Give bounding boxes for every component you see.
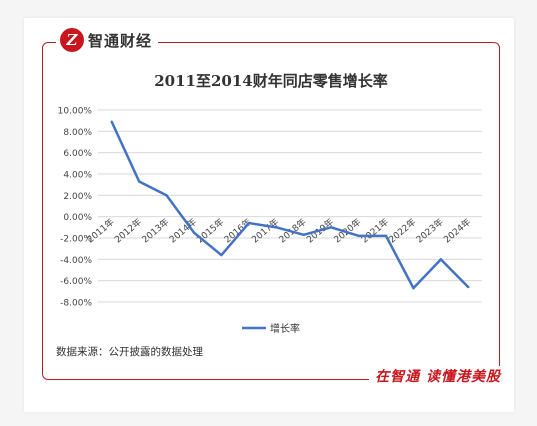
brand-name: 智通财经 <box>88 31 153 50</box>
data-point <box>467 285 470 289</box>
x-tick-label: 2013年 <box>139 216 171 246</box>
y-tick-label: 8.00% <box>63 128 92 138</box>
data-point <box>110 120 113 123</box>
brand-logo-icon: Z <box>60 28 84 52</box>
chart-card <box>24 18 514 412</box>
data-point <box>165 194 168 197</box>
chart-frame <box>42 42 500 380</box>
data-point <box>329 226 333 229</box>
y-tick-label: -2.00% <box>60 235 92 245</box>
source-note: 数据来源：公开披露的数据处理 <box>56 346 203 358</box>
y-tick-label: 2.00% <box>63 192 92 202</box>
x-tick-label: 2023年 <box>414 216 446 246</box>
data-point <box>137 180 141 183</box>
y-tick-label: -6.00% <box>60 277 92 287</box>
x-tick-label: 2014年 <box>167 216 199 246</box>
x-tick-label: 2021年 <box>359 216 391 246</box>
x-tick-label: 2022年 <box>386 216 418 246</box>
data-point <box>412 286 415 290</box>
x-tick-label: 2024年 <box>441 216 473 246</box>
data-point <box>439 258 443 261</box>
y-tick-label: -8.00% <box>60 299 92 309</box>
slogan: 在智通 读懂港美股 <box>369 366 507 386</box>
data-point <box>192 231 196 234</box>
data-point <box>384 234 388 238</box>
brand-logo: Z 智通财经 <box>56 26 159 54</box>
data-point <box>302 233 305 236</box>
y-tick-label: 4.00% <box>63 171 92 181</box>
x-tick-label: 2016年 <box>222 216 254 246</box>
data-point <box>247 221 251 225</box>
y-tick-label: -4.00% <box>60 256 92 266</box>
x-tick-label: 2017年 <box>249 216 281 246</box>
data-point <box>275 226 278 229</box>
data-point <box>220 253 223 257</box>
y-tick-label: 10.00% <box>58 107 93 117</box>
legend-label: 增长率 <box>270 322 300 335</box>
data-point <box>357 234 360 238</box>
series-line <box>110 121 470 290</box>
x-tick-label: 2012年 <box>112 216 144 246</box>
chart-title: 2011至2014财年同店零售增长率 <box>154 72 388 90</box>
y-tick-label: 0.00% <box>63 213 92 223</box>
x-tick-label: 2015年 <box>194 216 226 246</box>
y-tick-label: 6.00% <box>63 149 92 159</box>
x-tick-label: 2020年 <box>331 216 363 246</box>
